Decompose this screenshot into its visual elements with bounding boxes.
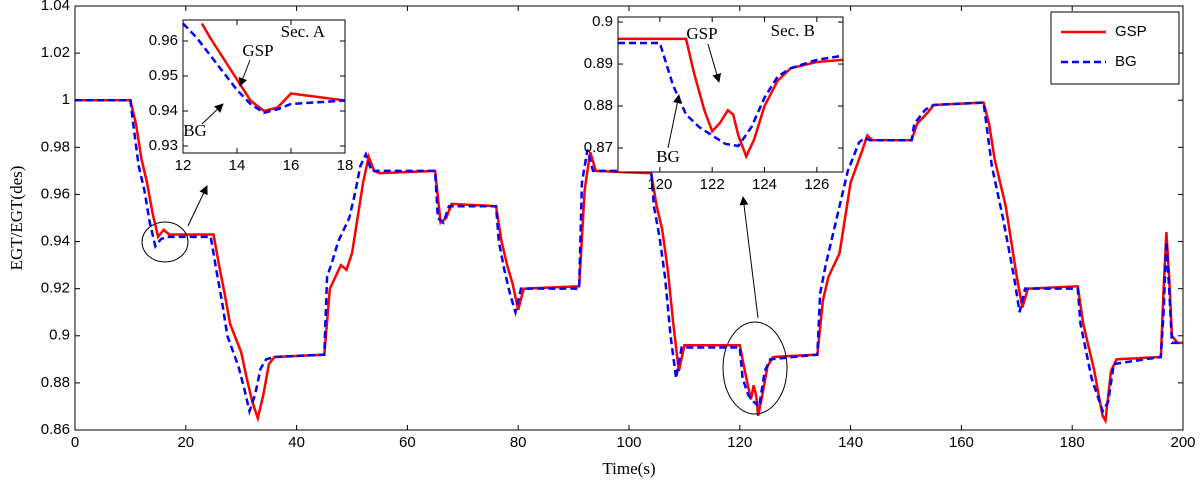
- annotation-arrow: [201, 103, 224, 125]
- plot-group: 12 14 16 18 0.93 0.94 0.95 0.96 Sec. A GSP BG: [149, 19, 354, 174]
- x-tick-label: 120: [727, 434, 752, 451]
- legend-label: BG: [1115, 53, 1137, 70]
- y-tick-label: 0.87: [584, 139, 613, 156]
- y-tick-label: 0.92: [41, 280, 70, 297]
- pointer-arrow: [187, 185, 208, 227]
- x-tick-label: 12: [175, 157, 192, 174]
- section-label: Sec. B: [771, 21, 815, 40]
- section-label: Sec. A: [281, 22, 326, 41]
- series-line: [618, 37, 843, 160]
- x-tick-label: 124: [752, 176, 777, 193]
- x-tick-label: 120: [647, 176, 672, 193]
- y-tick-label: 0.9: [49, 327, 70, 344]
- y-tick-label: 0.94: [149, 102, 178, 119]
- y-tick-label: 0.86: [41, 421, 70, 438]
- y-tick-label: 0.94: [41, 233, 70, 250]
- plot-group: 120 122 124 126 0.87 0.88 0.89 0.9 Sec. B GSP BG: [584, 13, 844, 193]
- series-line: [200, 22, 345, 113]
- y-tick-label: 0.88: [584, 97, 613, 114]
- x-tick-label: 180: [1060, 434, 1085, 451]
- y-tick-label: 1: [62, 91, 70, 108]
- plot-area: [183, 20, 345, 153]
- legend-label: GSP: [1115, 23, 1147, 40]
- annotation-arrow: [707, 43, 722, 83]
- y-tick-label: 0.9: [592, 13, 613, 30]
- x-tick-label: 40: [288, 434, 305, 451]
- y-tick-label: 0.93: [149, 137, 178, 154]
- y-tick-label: 0.96: [149, 32, 178, 49]
- plot-frame: [617, 16, 844, 173]
- x-tick-label: 140: [838, 434, 863, 451]
- x-tick-label: 126: [804, 176, 829, 193]
- x-tick-label: 160: [949, 434, 974, 451]
- series-line: [75, 98, 1183, 416]
- x-tick-label: 18: [337, 157, 354, 174]
- plot-frame: [74, 5, 1184, 431]
- x-tick-label: 200: [1170, 434, 1195, 451]
- x-tick-label: 80: [510, 434, 527, 451]
- x-tick-label: 16: [283, 157, 300, 174]
- y-tick-label: 0.89: [584, 55, 613, 72]
- plot-area: [618, 17, 843, 172]
- x-tick-label: 14: [229, 157, 246, 174]
- x-tick-label: 20: [177, 434, 194, 451]
- y-tick-label: 1.02: [41, 44, 70, 61]
- y-tick-label: 0.88: [41, 374, 70, 391]
- x-axis-label: Time(s): [602, 459, 655, 478]
- annotation: GSP: [686, 24, 717, 43]
- annotation: BG: [656, 147, 680, 166]
- plot-frame: [182, 19, 346, 154]
- y-tick-label: 1.04: [41, 0, 70, 14]
- series-line: [183, 22, 345, 115]
- highlight-ellipse: [141, 221, 189, 263]
- annotation: GSP: [242, 41, 273, 60]
- annotation-arrow: [238, 59, 251, 87]
- y-tick-label: 0.98: [41, 138, 70, 155]
- y-tick-label: 0.95: [149, 67, 178, 84]
- x-tick-label: 100: [616, 434, 641, 451]
- annotation-arrow: [667, 94, 682, 149]
- y-axis-label: EGT/EGT(des): [7, 166, 26, 271]
- x-tick-label: 0: [71, 434, 79, 451]
- series-line: [75, 98, 1183, 425]
- x-tick-label: 60: [399, 434, 416, 451]
- legend-box: [1050, 11, 1180, 85]
- annotation: BG: [183, 121, 207, 140]
- y-tick-label: 0.96: [41, 185, 70, 202]
- series-line: [618, 41, 843, 148]
- x-tick-label: 122: [700, 176, 725, 193]
- highlight-ellipse: [722, 321, 788, 415]
- pointer-arrow: [739, 196, 759, 319]
